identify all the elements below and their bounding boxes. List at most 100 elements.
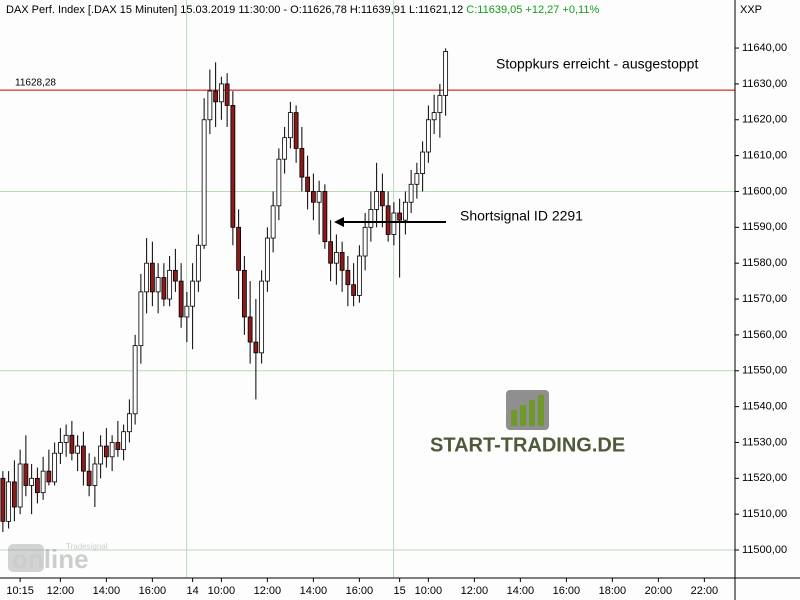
y-tick-label: 11540,00 <box>742 401 787 413</box>
candle-body <box>385 205 391 235</box>
candle-body <box>333 252 339 264</box>
candle-body <box>328 241 334 264</box>
candle-body <box>109 442 115 458</box>
candle-body <box>75 445 81 454</box>
candle-body <box>144 262 150 293</box>
x-tick-label: 12:00 <box>461 585 489 597</box>
candle-body <box>201 119 207 246</box>
candle-body <box>362 226 368 257</box>
candle-body <box>115 442 121 451</box>
watermark-box <box>8 544 44 572</box>
candle-body <box>17 463 23 508</box>
annotation: Stoppkurs erreicht - ausgestoppt <box>496 56 698 72</box>
y-tick-label: 11610,00 <box>742 150 787 162</box>
logo: START-TRADING.DE <box>430 390 625 456</box>
logo-text: START-TRADING.DE <box>430 434 625 456</box>
candle-body <box>218 83 224 103</box>
grid: 11628,28 <box>0 0 735 578</box>
candle-body <box>310 191 316 203</box>
y-tick-label: 11520,00 <box>742 472 787 484</box>
axis-panel <box>736 0 800 577</box>
candle-body <box>86 470 92 486</box>
candle-body <box>80 445 86 472</box>
y-tick-label: 11550,00 <box>742 365 787 377</box>
candle-body <box>98 445 104 465</box>
x-tick-label: 10:00 <box>208 585 236 597</box>
candle-body <box>253 341 259 354</box>
candle-body <box>121 431 127 451</box>
candle-body <box>207 90 213 121</box>
candle-body <box>379 191 385 207</box>
candle-body <box>0 477 6 522</box>
candle-body <box>241 269 247 318</box>
x-tick-label: 14:00 <box>507 585 535 597</box>
candle-body <box>351 284 357 296</box>
candle-body <box>11 481 17 508</box>
candle-body <box>149 262 155 293</box>
candle-body <box>126 413 132 433</box>
candles <box>0 48 449 533</box>
x-tick-label: 15 <box>394 585 406 597</box>
candle-body <box>29 477 35 486</box>
logo-icon-bar <box>511 410 517 426</box>
x-tick-label: 14 <box>187 585 199 597</box>
candle-body <box>103 445 109 458</box>
candle-body <box>443 51 449 96</box>
candle-body <box>305 176 311 192</box>
y-tick-label: 11600,00 <box>742 185 787 197</box>
axes: 11500,00 11510,00 11520,00 11530,00 11540,00… <box>6 42 787 597</box>
candle-body <box>345 269 351 286</box>
candle-body <box>368 208 374 228</box>
y-tick-label: 11640,00 <box>742 42 787 54</box>
x-tick-label: 16:00 <box>139 585 167 597</box>
candle-body <box>40 470 46 494</box>
candle-body <box>259 280 265 354</box>
annotation-arrowhead <box>334 217 344 227</box>
candle-body <box>178 280 184 318</box>
candle-body <box>414 173 420 185</box>
x-tick-label: 14:00 <box>300 585 328 597</box>
x-tick-label: 12:00 <box>47 585 75 597</box>
candle-body <box>264 237 270 282</box>
y-tick-label: 11630,00 <box>742 78 787 90</box>
y-tick-label: 11510,00 <box>742 508 787 520</box>
candle-body <box>34 477 40 494</box>
y-tick-label: 11560,00 <box>742 329 787 341</box>
candle-body <box>270 205 276 239</box>
candle-body <box>52 452 58 483</box>
y-tick-label: 11580,00 <box>742 257 787 269</box>
candle-body <box>247 316 253 343</box>
candle-body <box>224 83 230 106</box>
candle-body <box>437 95 443 113</box>
candle-body <box>230 105 236 228</box>
logo-icon-bar <box>538 395 544 426</box>
watermark-word: online <box>12 544 89 574</box>
candle-body <box>63 434 69 443</box>
candle-body <box>425 119 431 153</box>
watermark: online Tradesignal <box>8 542 108 574</box>
candle-body <box>167 269 173 300</box>
x-tick-label: 16:00 <box>553 585 581 597</box>
candle-body <box>190 280 196 307</box>
axis-code: XXP <box>740 4 762 16</box>
logo-icon-bar <box>529 400 535 426</box>
candle-body <box>276 158 282 207</box>
candle-body <box>402 201 408 221</box>
title-text: DAX Perf. Index [.DAX 15 Minuten] 15.03.… <box>6 4 463 16</box>
x-tick-label: 14:00 <box>93 585 121 597</box>
x-tick-label: 12:00 <box>254 585 282 597</box>
y-tick-label: 11500,00 <box>742 544 787 556</box>
price-line-label: 11628,28 <box>15 78 56 89</box>
candle-body <box>391 212 397 235</box>
x-tick-label: 22:00 <box>691 585 719 597</box>
candle-body <box>46 470 52 483</box>
candle-body <box>57 442 63 454</box>
candle-body <box>408 183 414 203</box>
candle-body <box>138 291 144 347</box>
candle-body <box>293 112 299 149</box>
candle-body <box>69 434 75 454</box>
chart-title: DAX Perf. Index [.DAX 15 Minuten] 15.03.… <box>6 4 599 16</box>
candle-body <box>6 481 12 522</box>
